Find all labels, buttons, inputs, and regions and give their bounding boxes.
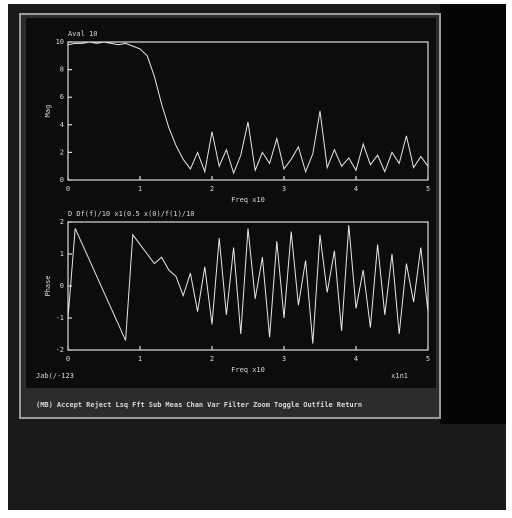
status-left: Jab(/-123 <box>36 372 74 380</box>
x-axis-label: Freq x10 <box>231 366 265 374</box>
menu-item[interactable]: Return <box>337 401 362 409</box>
x-tick-label: 2 <box>210 185 214 193</box>
menu-item[interactable]: Lsq <box>115 401 128 409</box>
plot-frame <box>67 41 429 181</box>
plot-window <box>26 18 436 388</box>
x-tick-label: 0 <box>66 185 70 193</box>
menu-item[interactable]: Var <box>207 401 220 409</box>
y-tick-label: 2 <box>60 218 64 226</box>
x-tick-label: 1 <box>138 185 142 193</box>
menu-item[interactable]: Meas <box>165 401 182 409</box>
menu-item[interactable]: Sub <box>149 401 162 409</box>
bezel <box>440 4 506 424</box>
chart-title: D Df(f)/10 x1(0.5 x(0)/f(1)/10 <box>68 210 194 218</box>
x-tick-label: 5 <box>426 355 430 363</box>
menu-item[interactable]: Filter <box>224 401 249 409</box>
y-tick-label: 1 <box>60 250 64 258</box>
y-axis-label: Phase <box>44 275 52 296</box>
x-tick-label: 3 <box>282 355 286 363</box>
y-tick-label: 8 <box>60 66 64 74</box>
menu-item[interactable]: Accept <box>57 401 82 409</box>
x-tick-label: 3 <box>282 185 286 193</box>
x-tick-label: 4 <box>354 185 358 193</box>
menu-item[interactable]: Reject <box>86 401 111 409</box>
menu-item[interactable]: Toggle <box>274 401 299 409</box>
x-axis-label: Freq x10 <box>231 196 265 204</box>
menu-item[interactable]: Outfile <box>303 401 333 409</box>
status-right: x1n1 <box>391 372 408 380</box>
menu-item[interactable]: Chan <box>186 401 203 409</box>
x-tick-label: 4 <box>354 355 358 363</box>
chart-title: Aval 10 <box>68 30 98 38</box>
y-tick-label: -2 <box>56 346 64 354</box>
data-line <box>67 225 429 344</box>
y-tick-label: 2 <box>60 148 64 156</box>
y-tick-label: 10 <box>56 38 64 46</box>
y-tick-label: -1 <box>56 314 64 322</box>
x-tick-label: 2 <box>210 355 214 363</box>
y-tick-label: 0 <box>60 282 64 290</box>
menu-item[interactable]: (MB) <box>36 401 53 409</box>
y-tick-label: 4 <box>60 121 64 129</box>
menu-item[interactable]: Zoom <box>253 401 270 409</box>
y-axis-label: Mag <box>44 105 52 118</box>
x-tick-label: 0 <box>66 355 70 363</box>
y-tick-label: 0 <box>60 176 64 184</box>
data-line <box>67 41 429 175</box>
y-tick-label: 6 <box>60 93 64 101</box>
menu-item[interactable]: Fft <box>132 401 145 409</box>
x-tick-label: 5 <box>426 185 430 193</box>
x-tick-label: 1 <box>138 355 142 363</box>
